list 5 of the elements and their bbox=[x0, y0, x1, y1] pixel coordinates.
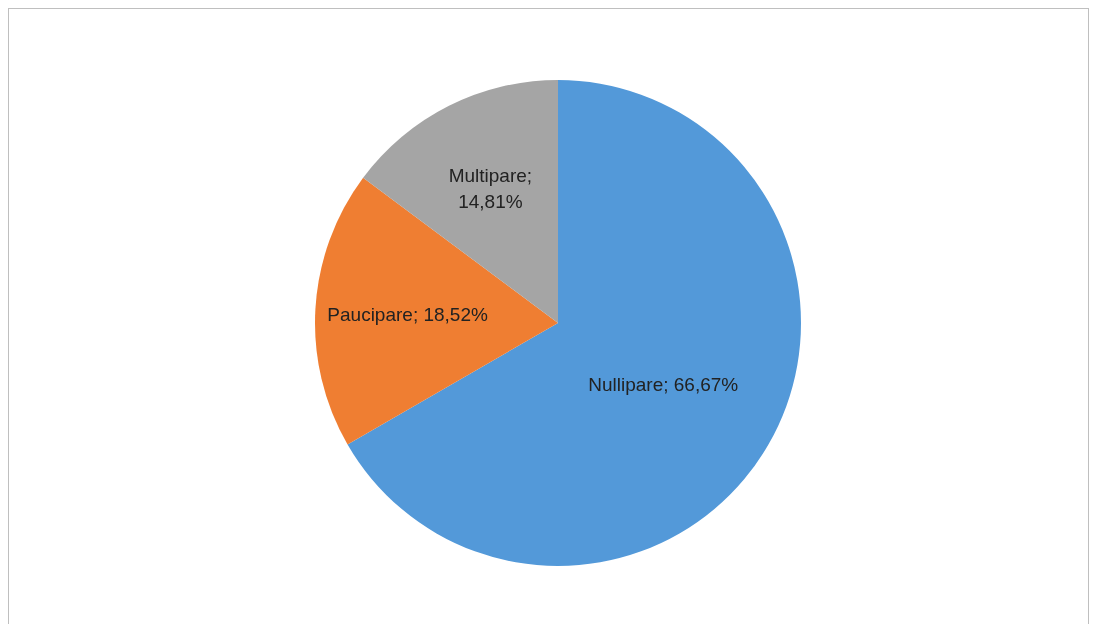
data-label: ; 18,52% bbox=[412, 304, 488, 326]
slice-label: Multipare bbox=[448, 165, 527, 187]
data-label: ; 66,67% bbox=[663, 373, 739, 395]
slice-label: Paucipare bbox=[327, 304, 413, 326]
slice-label: Nullipare bbox=[588, 373, 664, 395]
